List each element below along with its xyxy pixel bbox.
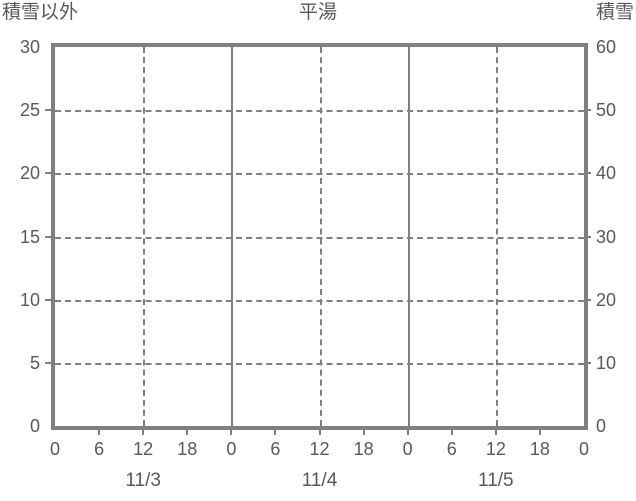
right-axis-tick-label: 60 — [596, 37, 617, 57]
chart-title: 平湯 — [298, 2, 337, 23]
right-axis-caption: 積雪 — [595, 2, 634, 23]
right-axis-tick — [585, 172, 591, 175]
x-axis-tick — [450, 430, 453, 435]
x-axis-tick — [406, 430, 409, 435]
x-axis-tick — [494, 430, 497, 435]
right-axis-tick-label: 50 — [596, 100, 617, 121]
x-axis-tick — [98, 430, 101, 435]
right-axis-tick — [585, 361, 591, 364]
left-axis-tick-label: 5 — [29, 352, 40, 373]
right-axis-tick-label: 0 — [596, 416, 607, 436]
right-axis-tick — [585, 235, 591, 238]
left-axis-tick-label: 15 — [19, 226, 40, 247]
left-axis-tick-label: 30 — [19, 37, 40, 57]
right-axis-tick — [585, 298, 591, 301]
right-axis-tick-label: 40 — [596, 163, 617, 184]
x-axis-tick — [274, 430, 277, 435]
x-axis-hour-label: 12 — [133, 439, 154, 459]
x-axis-tick — [186, 430, 189, 435]
x-axis-tick — [538, 430, 541, 435]
left-axis-tick — [45, 235, 51, 238]
left-axis-tick — [45, 172, 51, 175]
midday-gridline — [495, 47, 498, 426]
x-axis-day-label: 11/3 — [125, 470, 161, 491]
x-axis-hour-label: 18 — [177, 439, 198, 459]
x-axis-hour-label: 6 — [94, 439, 105, 459]
x-axis-tick — [230, 430, 233, 435]
x-axis-hour-label: 6 — [446, 439, 457, 459]
midday-gridline — [143, 47, 146, 426]
x-axis-tick — [142, 430, 145, 435]
left-axis-tick — [45, 298, 51, 301]
x-axis-tick — [362, 430, 365, 435]
left-axis-tick — [45, 109, 51, 112]
x-axis-hour-label: 12 — [485, 439, 506, 459]
left-axis-tick — [45, 361, 51, 364]
left-axis-tick-label: 25 — [19, 100, 40, 121]
left-axis-tick-label: 20 — [19, 163, 40, 184]
midday-gridline — [319, 47, 322, 426]
x-axis-tick — [318, 430, 321, 435]
x-axis-hour-label: 0 — [49, 439, 60, 459]
right-axis-tick-label: 30 — [596, 226, 617, 247]
x-axis-hour-label: 0 — [402, 439, 413, 459]
right-axis-tick — [585, 109, 591, 112]
left-axis-tick-label: 10 — [19, 289, 40, 310]
x-axis-hour-label: 0 — [226, 439, 237, 459]
x-axis-hour-label: 12 — [309, 439, 330, 459]
x-axis-day-label: 11/5 — [478, 470, 514, 491]
day-boundary-gridline — [231, 47, 234, 426]
x-axis-hour-label: 0 — [578, 439, 589, 459]
left-axis-caption: 積雪以外 — [2, 2, 79, 23]
right-axis-tick-label: 10 — [596, 352, 617, 373]
x-axis-hour-label: 18 — [353, 439, 374, 459]
day-boundary-gridline — [407, 47, 410, 426]
x-axis-hour-label: 6 — [270, 439, 281, 459]
plot-gridlines-layer — [55, 47, 584, 426]
x-axis-hour-label: 18 — [529, 439, 550, 459]
right-axis-tick-label: 20 — [596, 289, 617, 310]
x-axis-day-label: 11/4 — [301, 470, 338, 491]
left-axis-tick-label: 0 — [29, 416, 40, 436]
plot-area — [51, 43, 588, 430]
